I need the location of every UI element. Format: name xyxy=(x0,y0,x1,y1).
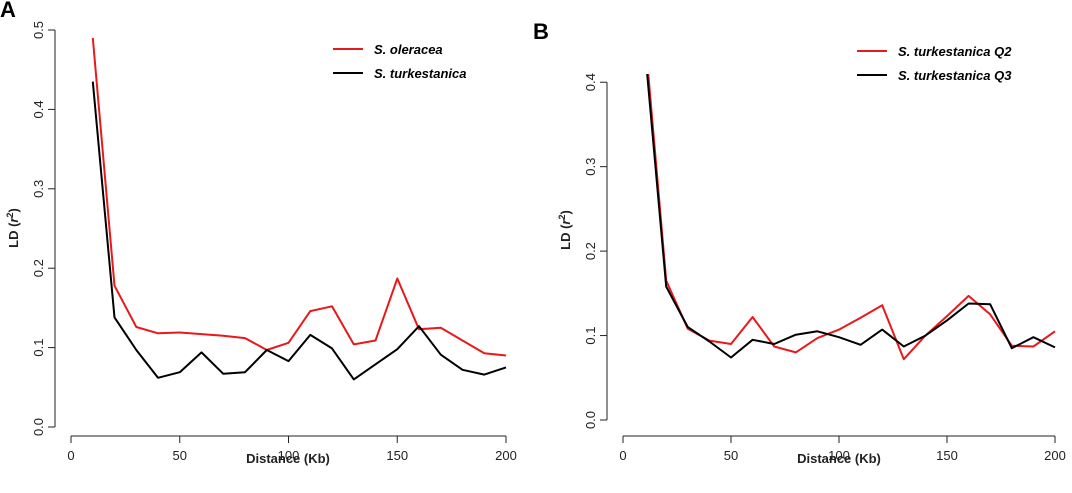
x-tick-label: 150 xyxy=(386,448,408,463)
y-tick-label: 0.2 xyxy=(583,242,598,260)
y-axis-title: LD (r2) xyxy=(557,210,573,250)
x-tick-label: 150 xyxy=(936,448,958,463)
y-tick-label: 0.4 xyxy=(583,73,598,91)
y-axis-title-var: r xyxy=(558,219,573,225)
y-tick-label: 0.0 xyxy=(583,411,598,429)
y-tick-label: 0.5 xyxy=(31,21,46,39)
y-axis-title-sup: 2 xyxy=(557,214,567,219)
x-tick-label: 50 xyxy=(173,448,187,463)
x-axis-title: Distance (Kb) xyxy=(797,451,881,466)
x-tick-label: 50 xyxy=(724,448,738,463)
y-tick-label: 0.1 xyxy=(31,339,46,357)
y-axis-title-var: r xyxy=(6,217,21,223)
x-tick-label: 100 xyxy=(278,448,300,463)
x-axis-title: Distance (Kb) xyxy=(246,451,330,466)
series-line-s-turkestanica xyxy=(91,81,507,381)
x-tick-label: 200 xyxy=(1044,448,1066,463)
series-line-s-turkestanica-q3 xyxy=(646,74,1056,359)
legend-label: S. oleracea xyxy=(374,42,443,57)
series-line-s-turkestanica-q2 xyxy=(647,74,1056,361)
legend-label: S. turkestanica Q3 xyxy=(898,68,1012,83)
y-tick-label: 0.4 xyxy=(31,100,46,118)
chart-panel-b: B 0 50 100 150 200 0.0 0.1 0.2 0.3 0.4 Distance (Kb… xyxy=(533,19,1066,466)
y-axis-title-text: LD ( xyxy=(6,222,21,248)
y-axis-title-end: ) xyxy=(558,210,573,214)
legend-label: S. turkestanica xyxy=(374,66,467,81)
y-tick-label: 0.3 xyxy=(583,158,598,176)
y-axis-title-sup: 2 xyxy=(5,212,15,217)
y-tick-label: 0.0 xyxy=(31,418,46,436)
panel-label: B xyxy=(533,19,549,44)
x-tick-label: 0 xyxy=(619,448,626,463)
x-tick-label: 0 xyxy=(67,448,74,463)
y-tick-label: 0.3 xyxy=(31,180,46,198)
y-axis-title-end: ) xyxy=(6,208,21,212)
y-tick-label: 0.1 xyxy=(583,327,598,345)
x-tick-label: 200 xyxy=(495,448,517,463)
chart-panel-a: A 0 50 100 150 200 0.0 0.1 0.2 0.3 0.4 0.5 Distance … xyxy=(0,0,517,466)
legend-label: S. turkestanica Q2 xyxy=(898,44,1012,59)
y-tick-label: 0.2 xyxy=(31,259,46,277)
panel-label: A xyxy=(0,0,16,22)
series-line-s-oleracea xyxy=(91,37,507,357)
y-axis-title: LD (r2) xyxy=(5,208,21,248)
x-tick-label: 100 xyxy=(828,448,850,463)
y-axis-title-text: LD ( xyxy=(558,224,573,250)
